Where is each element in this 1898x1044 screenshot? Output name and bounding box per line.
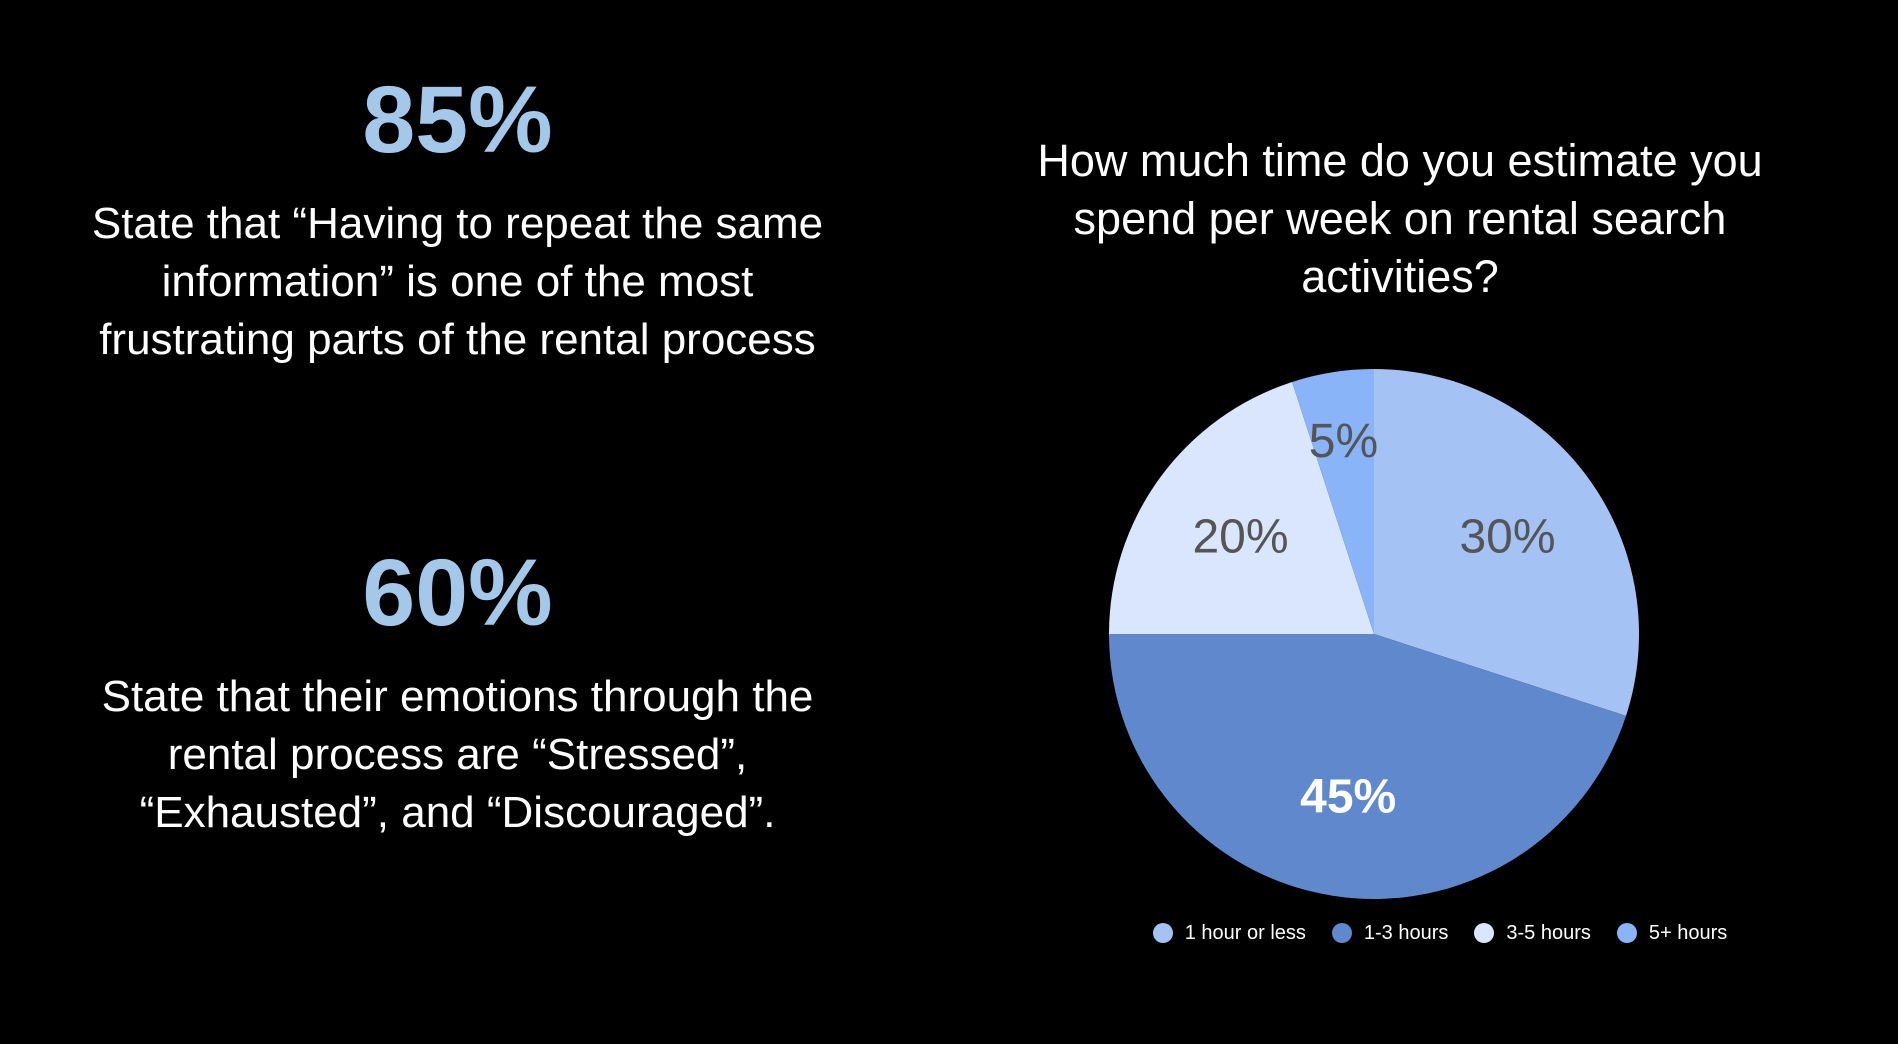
stat-block-2: 60% State that their emotions through th… <box>90 538 825 842</box>
legend-swatch <box>1474 923 1495 943</box>
pie-chart: 30% 45% 20% 5% <box>1109 369 1639 900</box>
pie-slice-label: 5% <box>1309 415 1378 468</box>
legend-item: 5+ hours <box>1616 921 1728 945</box>
pie-slice-1-hour-or-less <box>1374 369 1639 716</box>
stat-block-1: 85% State that “Having to repeat the sam… <box>90 65 825 369</box>
legend-swatch <box>1331 923 1352 943</box>
legend-label: 3-5 hours <box>1506 921 1591 944</box>
chart-legend: 1 hour or less 1-3 hours 3-5 hours 5+ hours <box>1060 918 1820 948</box>
legend-label: 1 hour or less <box>1184 921 1306 944</box>
legend-label: 5+ hours <box>1648 921 1728 944</box>
stat-description: State that “Having to repeat the same in… <box>91 199 824 364</box>
pie-slice-3-5-hours <box>1109 381 1374 634</box>
stat-value: 60% <box>362 540 553 646</box>
stat-description: State that their emotions through the re… <box>101 672 814 837</box>
legend-item: 3-5 hours <box>1474 922 1591 945</box>
legend-swatch <box>1152 923 1173 943</box>
pie-slice-label: 30% <box>1459 511 1555 564</box>
chart-title: How much time do you estimate you spend … <box>1037 135 1763 302</box>
legend-item: 1-3 hours <box>1331 921 1449 945</box>
pie-slice-1-3-hours <box>1109 634 1627 900</box>
legend-item: 1 hour or less <box>1152 921 1306 945</box>
pie-slice-5-hours <box>1292 369 1374 634</box>
stat-value: 85% <box>362 67 553 173</box>
legend-swatch <box>1616 923 1637 943</box>
pie-slice-label: 45% <box>1300 770 1396 823</box>
legend-label: 1-3 hours <box>1363 921 1449 944</box>
pie-slice-label: 20% <box>1192 511 1288 564</box>
